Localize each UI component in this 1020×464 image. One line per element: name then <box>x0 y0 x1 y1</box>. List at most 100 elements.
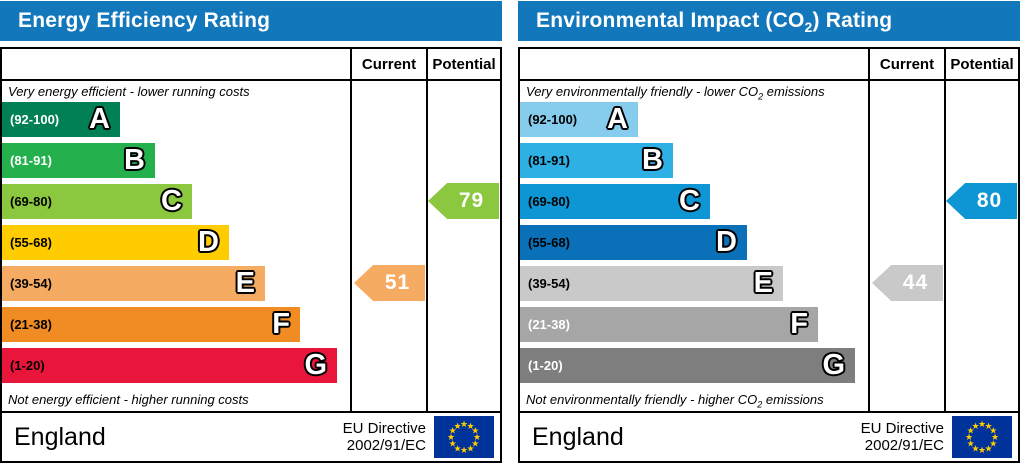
band-e: (39-54) E <box>520 266 783 301</box>
band-letter: D <box>198 226 219 258</box>
panel-title-text: Energy Efficiency Rating <box>18 9 271 32</box>
band-b: (81-91) B <box>520 143 673 178</box>
band-b: (81-91) B <box>2 143 155 178</box>
country-label: England <box>14 422 106 451</box>
eu-flag-icon: ★★★★★★★★★★★★ <box>434 416 494 458</box>
bands-column: Very energy efficient - lower running co… <box>2 81 350 411</box>
potential-column-header: Potential <box>944 49 1018 79</box>
svg-text:★: ★ <box>989 439 997 449</box>
top-note-text-end: emissions <box>763 84 825 99</box>
svg-text:★: ★ <box>453 444 461 454</box>
current-column: 51 <box>350 81 426 411</box>
svg-text:★: ★ <box>967 439 975 449</box>
potential-column: 79 <box>426 81 500 411</box>
band-f: (21-38) F <box>2 307 300 342</box>
svg-text:★: ★ <box>965 432 973 442</box>
svg-text:★: ★ <box>471 426 479 436</box>
band-row-d: (55-68) D <box>520 225 868 266</box>
energy-efficiency-rating-panel: Energy Efficiency Rating Current Potenti… <box>0 1 502 463</box>
band-row-e: (39-54) E <box>2 266 350 307</box>
top-note-subscript: 2 <box>758 91 764 102</box>
svg-text:★: ★ <box>989 426 997 436</box>
band-e: (39-54) E <box>2 266 265 301</box>
panel-title-subscript: 2 <box>804 19 813 36</box>
eu-directive-label: EU Directive 2002/91/EC <box>342 419 426 454</box>
band-letter: E <box>235 267 255 299</box>
current-arrow: 51 <box>354 265 425 301</box>
band-letter: B <box>642 144 663 176</box>
bottom-note: Not energy efficient - higher running co… <box>2 389 350 410</box>
band-range: (21-38) <box>10 317 52 332</box>
panel-title: Environmental Impact (CO2) Rating <box>518 1 1020 41</box>
band-row-a: (92-100) A <box>520 102 868 143</box>
potential-column-header: Potential <box>426 49 500 79</box>
potential-arrow: 80 <box>946 183 1017 219</box>
top-note-text: Very energy efficient - lower running co… <box>8 84 250 99</box>
band-range: (55-68) <box>10 235 52 250</box>
band-range: (1-20) <box>528 358 563 373</box>
top-note: Very environmentally friendly - lower CO… <box>520 81 868 102</box>
bands-chart: (92-100) A (81-91) B (69-80) C (55-68) D (39-54)… <box>520 102 868 389</box>
band-range: (69-80) <box>10 194 52 209</box>
band-letter: C <box>161 185 182 217</box>
band-row-c: (69-80) C <box>520 184 868 225</box>
current-value: 51 <box>384 271 411 294</box>
band-row-e: (39-54) E <box>520 266 868 307</box>
band-d: (55-68) D <box>2 225 229 260</box>
band-letter: C <box>679 185 700 217</box>
header-spacer <box>520 49 868 79</box>
bottom-note-subscript: 2 <box>757 399 763 410</box>
top-note-text: Very environmentally friendly - lower CO <box>526 84 759 99</box>
svg-text:★: ★ <box>449 426 457 436</box>
svg-text:★: ★ <box>971 421 979 431</box>
current-column-header: Current <box>868 49 944 79</box>
band-letter: G <box>304 349 327 381</box>
table-body: Very environmentally friendly - lower CO… <box>520 81 1018 411</box>
band-letter: A <box>89 103 110 135</box>
environmental-impact-rating-panel: Environmental Impact (CO2) Rating Curren… <box>518 1 1020 463</box>
rating-table: Current Potential Very environmentally f… <box>518 47 1020 463</box>
potential-arrow: 79 <box>428 183 499 219</box>
table-header-row: Current Potential <box>2 49 500 81</box>
table-header-row: Current Potential <box>520 49 1018 81</box>
bands-column: Very environmentally friendly - lower CO… <box>520 81 868 411</box>
bottom-note-text: Not energy efficient - higher running co… <box>8 392 249 407</box>
svg-text:★: ★ <box>978 445 986 455</box>
band-range: (39-54) <box>10 276 52 291</box>
top-note: Very energy efficient - lower running co… <box>2 81 350 102</box>
band-row-d: (55-68) D <box>2 225 350 266</box>
svg-text:★: ★ <box>466 444 474 454</box>
bottom-note-text: Not environmentally friendly - higher CO <box>526 392 758 407</box>
band-range: (69-80) <box>528 194 570 209</box>
band-letter: F <box>272 308 290 340</box>
band-d: (55-68) D <box>520 225 747 260</box>
band-f: (21-38) F <box>520 307 818 342</box>
svg-text:★: ★ <box>460 419 468 429</box>
header-spacer <box>2 49 350 79</box>
band-range: (21-38) <box>528 317 570 332</box>
band-row-b: (81-91) B <box>520 143 868 184</box>
svg-text:★: ★ <box>991 432 999 442</box>
band-range: (92-100) <box>10 112 60 127</box>
band-row-a: (92-100) A <box>2 102 350 143</box>
potential-column: 80 <box>944 81 1018 411</box>
current-column-header: Current <box>350 49 426 79</box>
table-footer: England EU Directive 2002/91/EC ★ ★ ★ ★ ★ ★ ★ ★… <box>520 411 1018 461</box>
svg-text:★: ★ <box>471 439 479 449</box>
svg-text:★: ★ <box>449 439 457 449</box>
eu-flag-icon: ★★★★★★★★★★★★ <box>952 416 1012 458</box>
band-g: (1-20) G <box>2 348 337 383</box>
svg-text:★: ★ <box>967 426 975 436</box>
band-a: (92-100) A <box>2 102 120 137</box>
band-range: (81-91) <box>528 153 570 168</box>
band-letter: F <box>790 308 808 340</box>
panel-title-text: Environmental Impact (CO <box>536 9 805 32</box>
band-row-f: (21-38) F <box>520 307 868 348</box>
band-g: (1-20) G <box>520 348 855 383</box>
table-body: Very energy efficient - lower running co… <box>2 81 500 411</box>
table-footer: England EU Directive 2002/91/EC ★ ★ ★ ★ ★ ★ ★ ★… <box>2 411 500 461</box>
svg-text:★: ★ <box>971 444 979 454</box>
svg-text:★: ★ <box>984 421 992 431</box>
svg-text:★: ★ <box>466 421 474 431</box>
band-row-g: (1-20) G <box>2 348 350 389</box>
